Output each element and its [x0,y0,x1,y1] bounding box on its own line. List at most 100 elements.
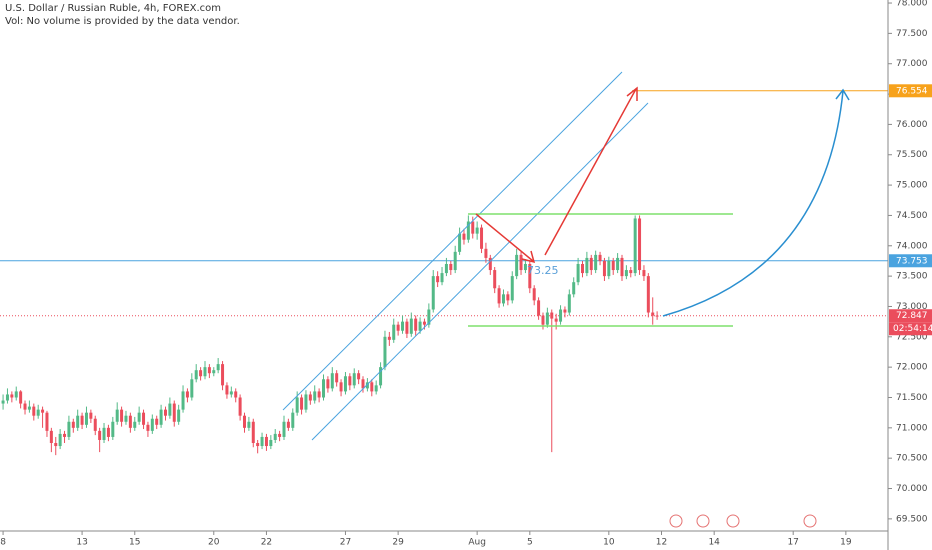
candle-body [326,379,330,389]
candle-body [343,376,347,392]
candle-body [515,254,519,277]
candle-body [523,263,527,271]
x-tick-label: 19 [840,538,852,548]
candle-body [475,227,479,234]
candle-body [212,370,216,374]
event-icons [669,514,817,528]
x-tick-label: 29 [392,538,404,548]
candle-body [567,294,571,313]
candle-body [545,312,549,325]
y-tick-label: 69.500 [896,514,928,524]
y-tick-label: 71.500 [896,393,928,403]
candle-body [550,312,554,319]
candle-body [480,227,484,249]
candle-body [611,260,615,271]
candle-body [589,257,593,271]
y-tick-label: 74.500 [896,211,928,221]
candle-body [493,270,497,289]
candle-body [418,321,422,331]
candle-body [27,406,31,410]
candle-body [181,391,185,410]
x-tick-label: 8 [0,538,6,548]
candle-body [501,294,505,304]
candle-body [352,373,356,386]
y-tick-label: 73.500 [896,272,928,282]
candle-body [194,370,198,380]
price-label: 72.847 [896,311,928,321]
x-tick-label: 12 [656,538,667,548]
candle-body [537,300,541,316]
candle-body [484,248,488,258]
candle-body [541,315,545,325]
candle-body [177,409,181,422]
candle-body [572,282,576,295]
candle-body [466,221,470,240]
candle-body [330,373,334,389]
candle-body [300,397,304,410]
y-tick-label: 78.000 [896,0,928,9]
candle-body [286,421,290,428]
arrow-head [626,86,638,101]
candle-body [594,254,598,271]
candle-body [554,318,558,322]
price-lines [0,90,888,317]
candle-body [142,412,146,425]
candle-body [203,367,207,377]
arrow-head [835,88,850,101]
candle-body [291,412,295,428]
candle-body [124,415,128,422]
candle-body [361,379,365,389]
y-tick-label: 77.000 [896,59,928,69]
candle-body [322,379,326,398]
candle-body [559,309,563,322]
candle-body [374,385,378,392]
chart-title: U.S. Dollar / Russian Ruble, 4h, FOREX.c… [5,3,221,14]
x-tick-label: 5 [527,538,533,548]
candle-body [207,367,211,374]
candle-body [54,443,58,447]
candle-body [497,288,501,304]
candle-body [519,254,523,271]
candle-body [444,263,448,274]
chart-subtitle: Vol: No volume is provided by the data v… [5,16,240,27]
annotation: 73.25 [527,264,559,277]
blue-curve-arrow [662,90,844,317]
candle-body [150,418,154,431]
candle-body [172,403,176,422]
candle-body [462,233,466,240]
candle-body [36,409,40,416]
y-tick-label: 77.500 [896,29,928,39]
y-tick-label: 75.000 [896,181,928,191]
candle-body [238,397,242,416]
candle-body [19,391,23,404]
x-tick-label: 27 [340,538,351,548]
price-label-box [889,309,932,323]
price-label-box [889,254,932,268]
candle-body [510,276,514,301]
candle-body [607,260,611,277]
candle-body [414,318,418,331]
candle-body [629,270,633,274]
candle-body [458,233,462,252]
candle-body [532,288,536,301]
event-icon [696,514,710,528]
candle-body [348,376,352,386]
candle-body [111,421,115,437]
candle-body [624,270,628,277]
price-label: 76.554 [896,86,928,96]
x-tick-label: Aug [468,538,486,548]
candle-body [10,394,14,398]
candle-body [370,382,374,392]
candle-body [128,415,132,428]
candle-body [67,421,71,437]
candle-body [449,263,453,271]
candle-body [396,324,400,331]
candle-body [308,394,312,401]
candle-body [506,294,510,301]
candle-body [295,397,299,413]
candle-body [440,273,444,283]
candle-body [242,415,246,428]
event-icon [726,514,740,528]
